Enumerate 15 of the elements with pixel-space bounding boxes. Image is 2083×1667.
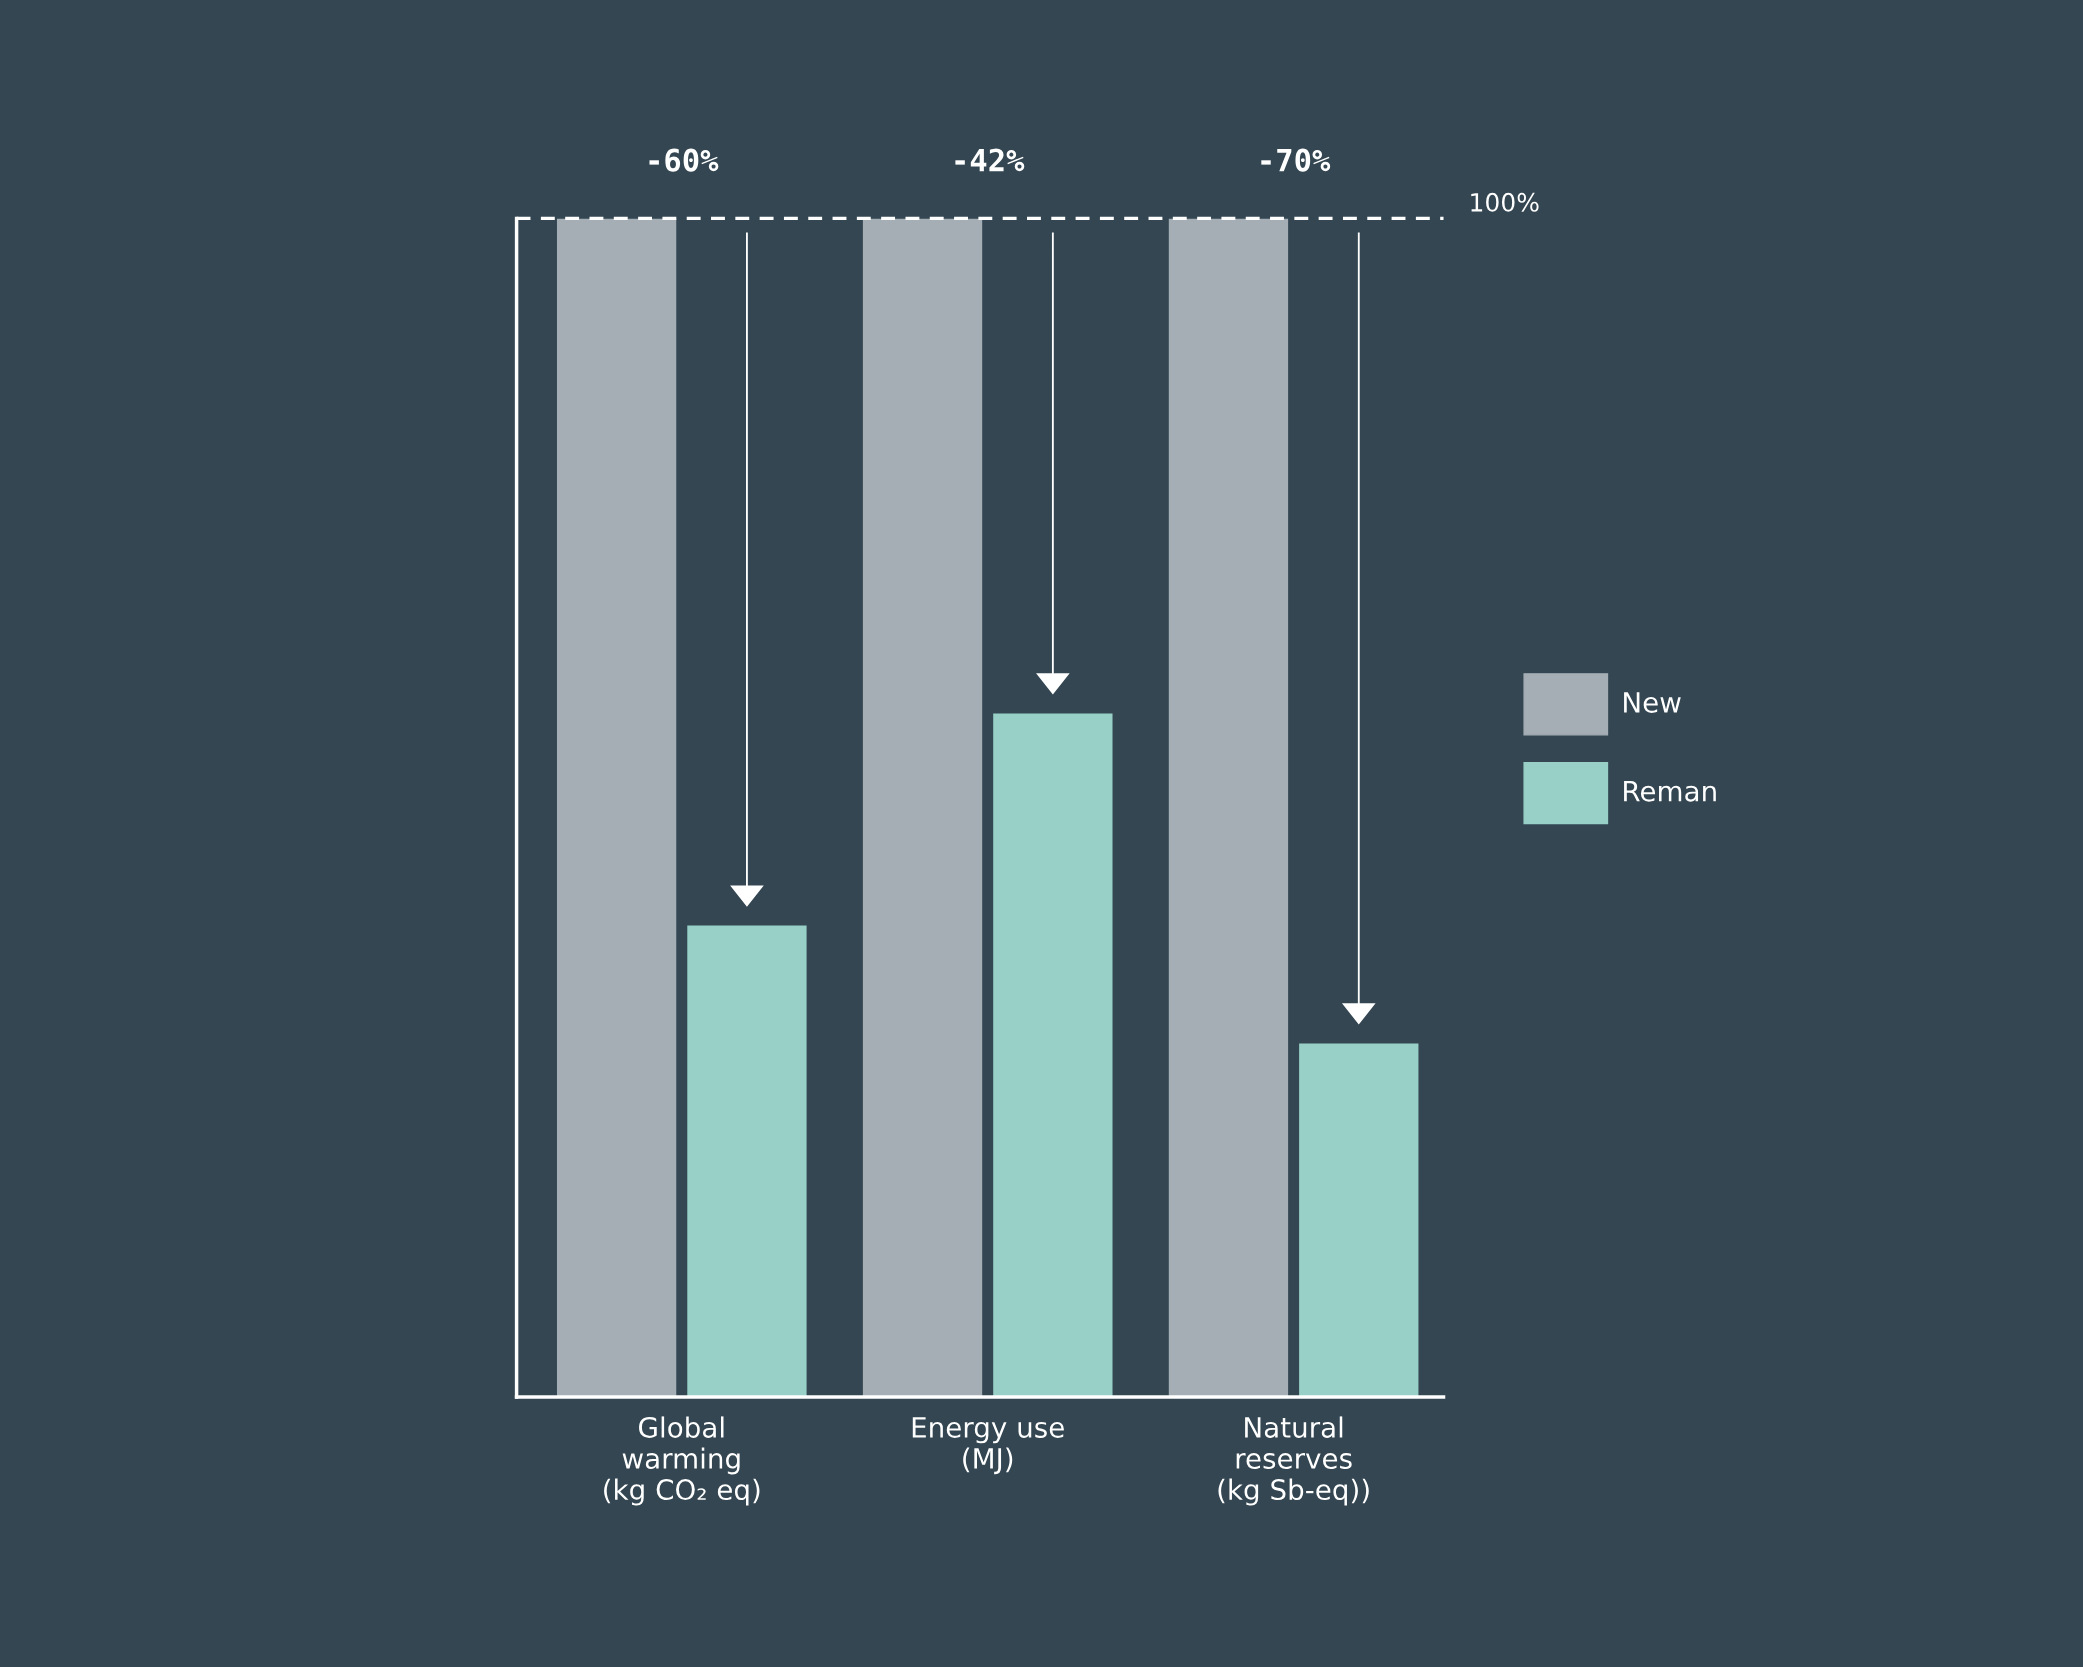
- legend-label: Reman: [1624, 780, 1716, 802]
- x-tick-label: Natural reserves (kg Sb-eq)): [1218, 1416, 1369, 1506]
- ref-line-label: 100%: [1471, 192, 1539, 212]
- text: -42%: [955, 148, 1025, 172]
- bar: [687, 925, 807, 1397]
- legend-label: New: [1624, 692, 1681, 713]
- bar: [993, 713, 1113, 1397]
- bar: [556, 218, 677, 1397]
- bar: [1168, 218, 1289, 1397]
- x-tick-label: Energy use (MJ): [912, 1417, 1064, 1475]
- x-tick-label: Global warming (kg CO₂ eq): [604, 1416, 760, 1506]
- text: -60%: [649, 148, 719, 172]
- text: -70%: [1261, 148, 1331, 172]
- bar: [862, 218, 983, 1397]
- bar: [1299, 1043, 1419, 1397]
